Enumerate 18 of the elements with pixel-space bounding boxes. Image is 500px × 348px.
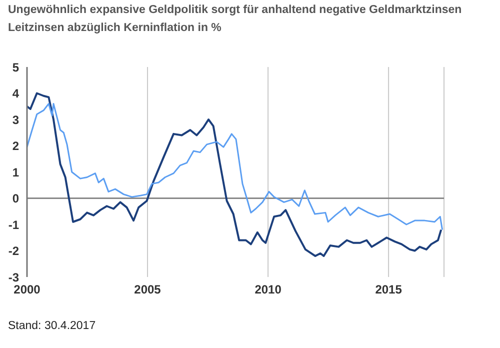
x-tick-label: 2010 [254, 282, 282, 297]
y-tick-label: 1 [12, 165, 20, 180]
y-tick-label: -2 [8, 244, 20, 258]
x-tick-label: 2015 [375, 282, 402, 297]
y-tick-label: -1 [8, 218, 20, 232]
y-tick-label: 0 [12, 192, 20, 206]
y-tick-label: 2 [12, 139, 20, 154]
line-series [27, 92, 442, 257]
text: Stand: 30.4.2017 [8, 320, 96, 332]
chart-title: Ungewöhnlich expansive Geldpolitik sorgt für anhaltend negative Geldmarktzinsen [8, 4, 462, 16]
y-tick-label: 5 [12, 60, 20, 74]
y-tick-label: 3 [12, 112, 20, 127]
y-tick-label: 4 [12, 86, 20, 101]
x-tick-label: 2005 [134, 282, 162, 297]
chart-subtitle: Leitzinsen abzüglich Kerninflation in % [8, 22, 222, 34]
line-series [27, 103, 444, 230]
y-tick-label: -3 [8, 270, 20, 284]
x-tick-label: 2000 [14, 282, 41, 297]
